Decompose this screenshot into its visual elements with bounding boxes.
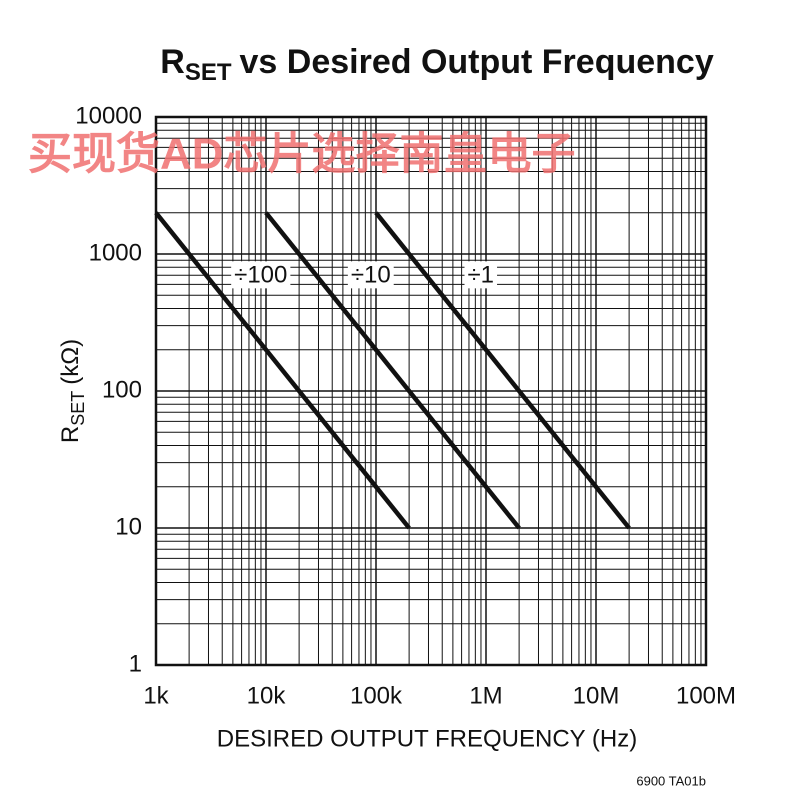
x-tick-label: 1M — [469, 682, 502, 709]
line — [264, 211, 521, 530]
plot-frame — [154, 115, 708, 667]
chart-title: RSET vs Desired Output Frequency — [160, 43, 714, 86]
series-label-bg — [464, 261, 498, 289]
y-tick-label: 10 — [115, 513, 142, 540]
series-label-bg — [231, 261, 291, 289]
plot-area — [155, 116, 707, 666]
series-label: ÷100 — [234, 261, 287, 288]
x-tick-label: 10k — [247, 682, 287, 709]
y-label-main: R — [57, 426, 84, 443]
y-axis-label: RSET (kΩ) — [57, 339, 87, 443]
title-rest: vs Desired Output Frequency — [240, 43, 714, 81]
x-tick-label: 100k — [350, 682, 403, 709]
y-tick-label: 100 — [102, 376, 142, 403]
series-label: ÷10 — [351, 261, 391, 288]
x-tick-label: 100M — [676, 682, 736, 709]
line — [374, 211, 631, 530]
y-tick-label: 1 — [129, 650, 142, 677]
y-label-rest: (kΩ) — [57, 339, 84, 385]
title-main: R — [160, 43, 185, 81]
line — [154, 211, 411, 530]
series-label-bg — [347, 261, 394, 289]
watermark: 买现货AD芯片选择南皇电子 — [28, 130, 576, 179]
x-tick-label: 10M — [573, 682, 620, 709]
x-axis-label: DESIRED OUTPUT FREQUENCY (Hz) — [217, 725, 637, 752]
x-tick-label: 1k — [143, 682, 169, 709]
y-tick-label: 1000 — [89, 239, 142, 266]
y-label-sub: SET — [68, 391, 88, 426]
title-sub: SET — [185, 59, 232, 86]
footnote: 6900 TA01b — [636, 773, 706, 788]
y-tick-label: 10000 — [75, 102, 142, 129]
series-label: ÷1 — [468, 261, 495, 288]
